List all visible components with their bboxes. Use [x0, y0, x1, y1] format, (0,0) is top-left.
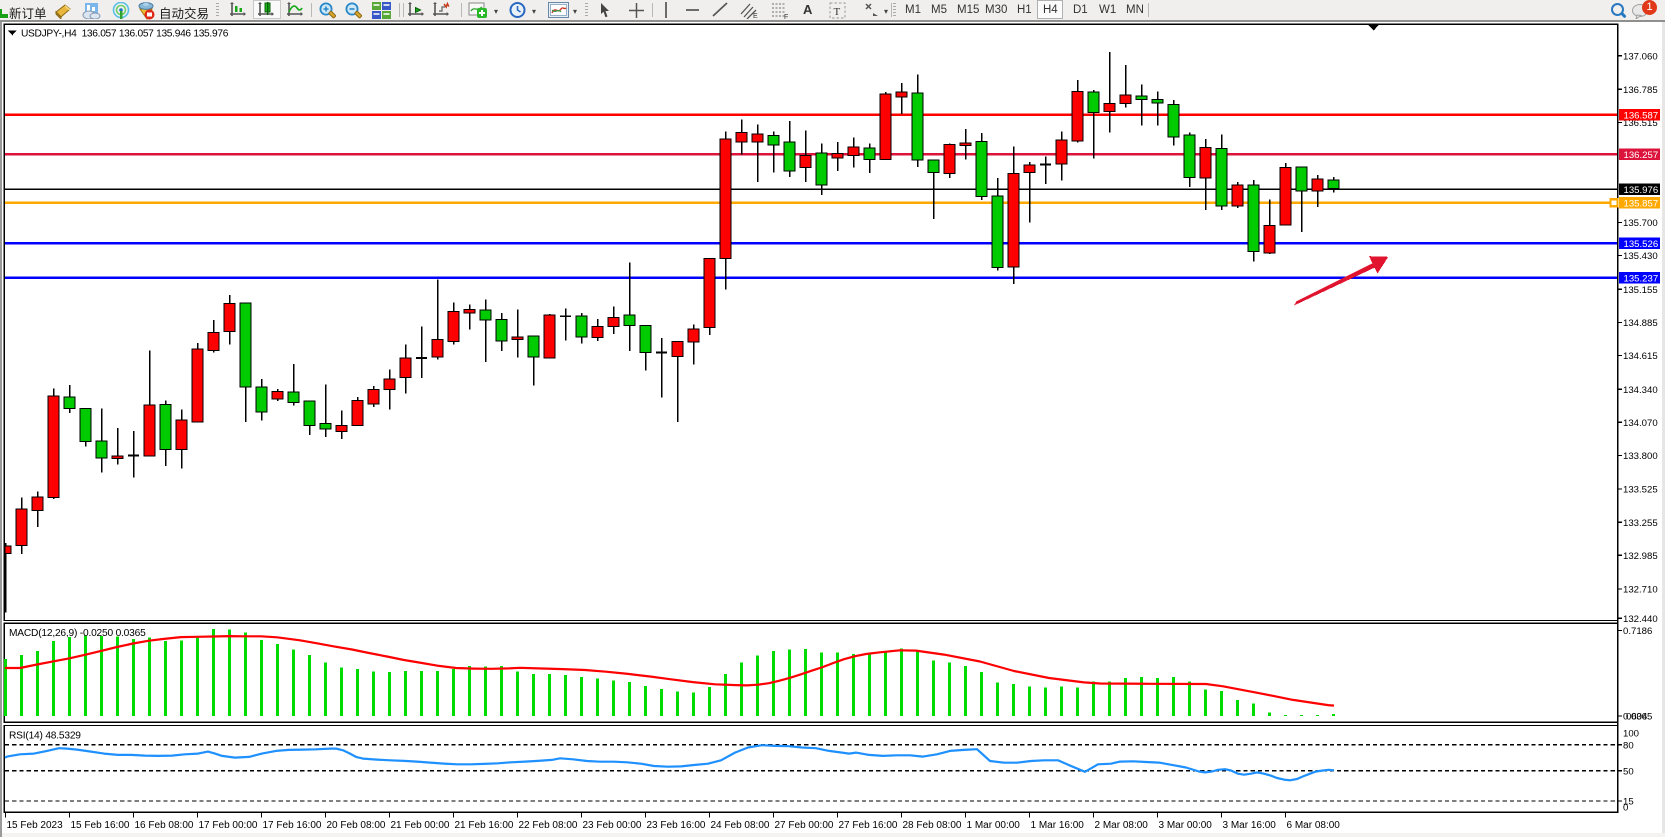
svg-text:135.430: 135.430: [1623, 251, 1658, 262]
svg-text:133.525: 133.525: [1623, 485, 1658, 496]
svg-text:135.700: 135.700: [1623, 218, 1658, 229]
svg-text:23 Feb 00:00: 23 Feb 00:00: [583, 820, 642, 831]
svg-text:132.440: 132.440: [1623, 614, 1658, 625]
svg-text:133.255: 133.255: [1623, 518, 1658, 529]
svg-text:135.155: 135.155: [1623, 285, 1658, 296]
svg-text:100: 100: [1623, 729, 1639, 740]
svg-text:132.710: 132.710: [1623, 585, 1658, 596]
svg-text:3 Mar 16:00: 3 Mar 16:00: [1223, 820, 1277, 831]
svg-text:T: T: [834, 6, 841, 18]
svg-text:15 Feb 16:00: 15 Feb 16:00: [71, 820, 130, 831]
svg-text:F: F: [784, 14, 788, 19]
svg-text:136.515: 136.515: [1623, 118, 1658, 129]
svg-text:1 Mar 16:00: 1 Mar 16:00: [1031, 820, 1085, 831]
svg-text:MACD(12,26,9) -0.0250 0.0365: MACD(12,26,9) -0.0250 0.0365: [9, 628, 146, 639]
svg-text:17 Feb 16:00: 17 Feb 16:00: [263, 820, 322, 831]
svg-text:24 Feb 08:00: 24 Feb 08:00: [711, 820, 770, 831]
svg-text:21 Feb 16:00: 21 Feb 16:00: [455, 820, 514, 831]
svg-text:15: 15: [1623, 797, 1634, 808]
svg-text:RSI(14) 48.5329: RSI(14) 48.5329: [9, 731, 81, 742]
svg-text:USDJPY-,H4 136.057 136.057 13: USDJPY-,H4 136.057 136.057 135.946 135.9…: [21, 29, 229, 40]
svg-text:1 Mar 00:00: 1 Mar 00:00: [967, 820, 1021, 831]
svg-text:E: E: [753, 13, 758, 19]
svg-text:135.976: 135.976: [1624, 185, 1659, 196]
svg-text:16 Feb 08:00: 16 Feb 08:00: [135, 820, 194, 831]
svg-text:22 Feb 08:00: 22 Feb 08:00: [519, 820, 578, 831]
svg-text:23 Feb 16:00: 23 Feb 16:00: [647, 820, 706, 831]
svg-text:136.587: 136.587: [1624, 110, 1659, 121]
svg-text:20 Feb 08:00: 20 Feb 08:00: [327, 820, 386, 831]
svg-text:27 Feb 00:00: 27 Feb 00:00: [775, 820, 834, 831]
svg-text:17 Feb 00:00: 17 Feb 00:00: [199, 820, 258, 831]
svg-text:27 Feb 16:00: 27 Feb 16:00: [839, 820, 898, 831]
svg-text:132.985: 132.985: [1623, 551, 1658, 562]
svg-text:134.340: 134.340: [1623, 385, 1658, 396]
svg-text:0.7186: 0.7186: [1623, 626, 1652, 637]
svg-text:80: 80: [1623, 740, 1634, 751]
svg-text:0604: 0604: [1626, 711, 1648, 722]
svg-text:136.785: 136.785: [1623, 85, 1658, 96]
svg-text:134.070: 134.070: [1623, 418, 1658, 429]
svg-text:21 Feb 00:00: 21 Feb 00:00: [391, 820, 450, 831]
svg-text:3 Mar 00:00: 3 Mar 00:00: [1159, 820, 1213, 831]
svg-text:135.237: 135.237: [1624, 274, 1659, 285]
svg-text:134.885: 134.885: [1623, 318, 1658, 329]
svg-text:134.615: 134.615: [1623, 351, 1658, 362]
svg-text:50: 50: [1623, 766, 1634, 777]
svg-text:28 Feb 08:00: 28 Feb 08:00: [903, 820, 962, 831]
svg-text:2 Mar 08:00: 2 Mar 08:00: [1095, 820, 1149, 831]
svg-text:15 Feb 2023: 15 Feb 2023: [7, 820, 64, 831]
svg-text:137.060: 137.060: [1623, 51, 1658, 62]
svg-text:0.0365: 0.0365: [1623, 711, 1652, 722]
svg-text:133.800: 133.800: [1623, 451, 1658, 462]
svg-text:136.257: 136.257: [1624, 150, 1659, 161]
svg-text:135.857: 135.857: [1624, 198, 1659, 209]
svg-text:135.526: 135.526: [1624, 239, 1659, 250]
svg-text:6 Mar 08:00: 6 Mar 08:00: [1287, 820, 1341, 831]
svg-text:0: 0: [1623, 803, 1628, 814]
